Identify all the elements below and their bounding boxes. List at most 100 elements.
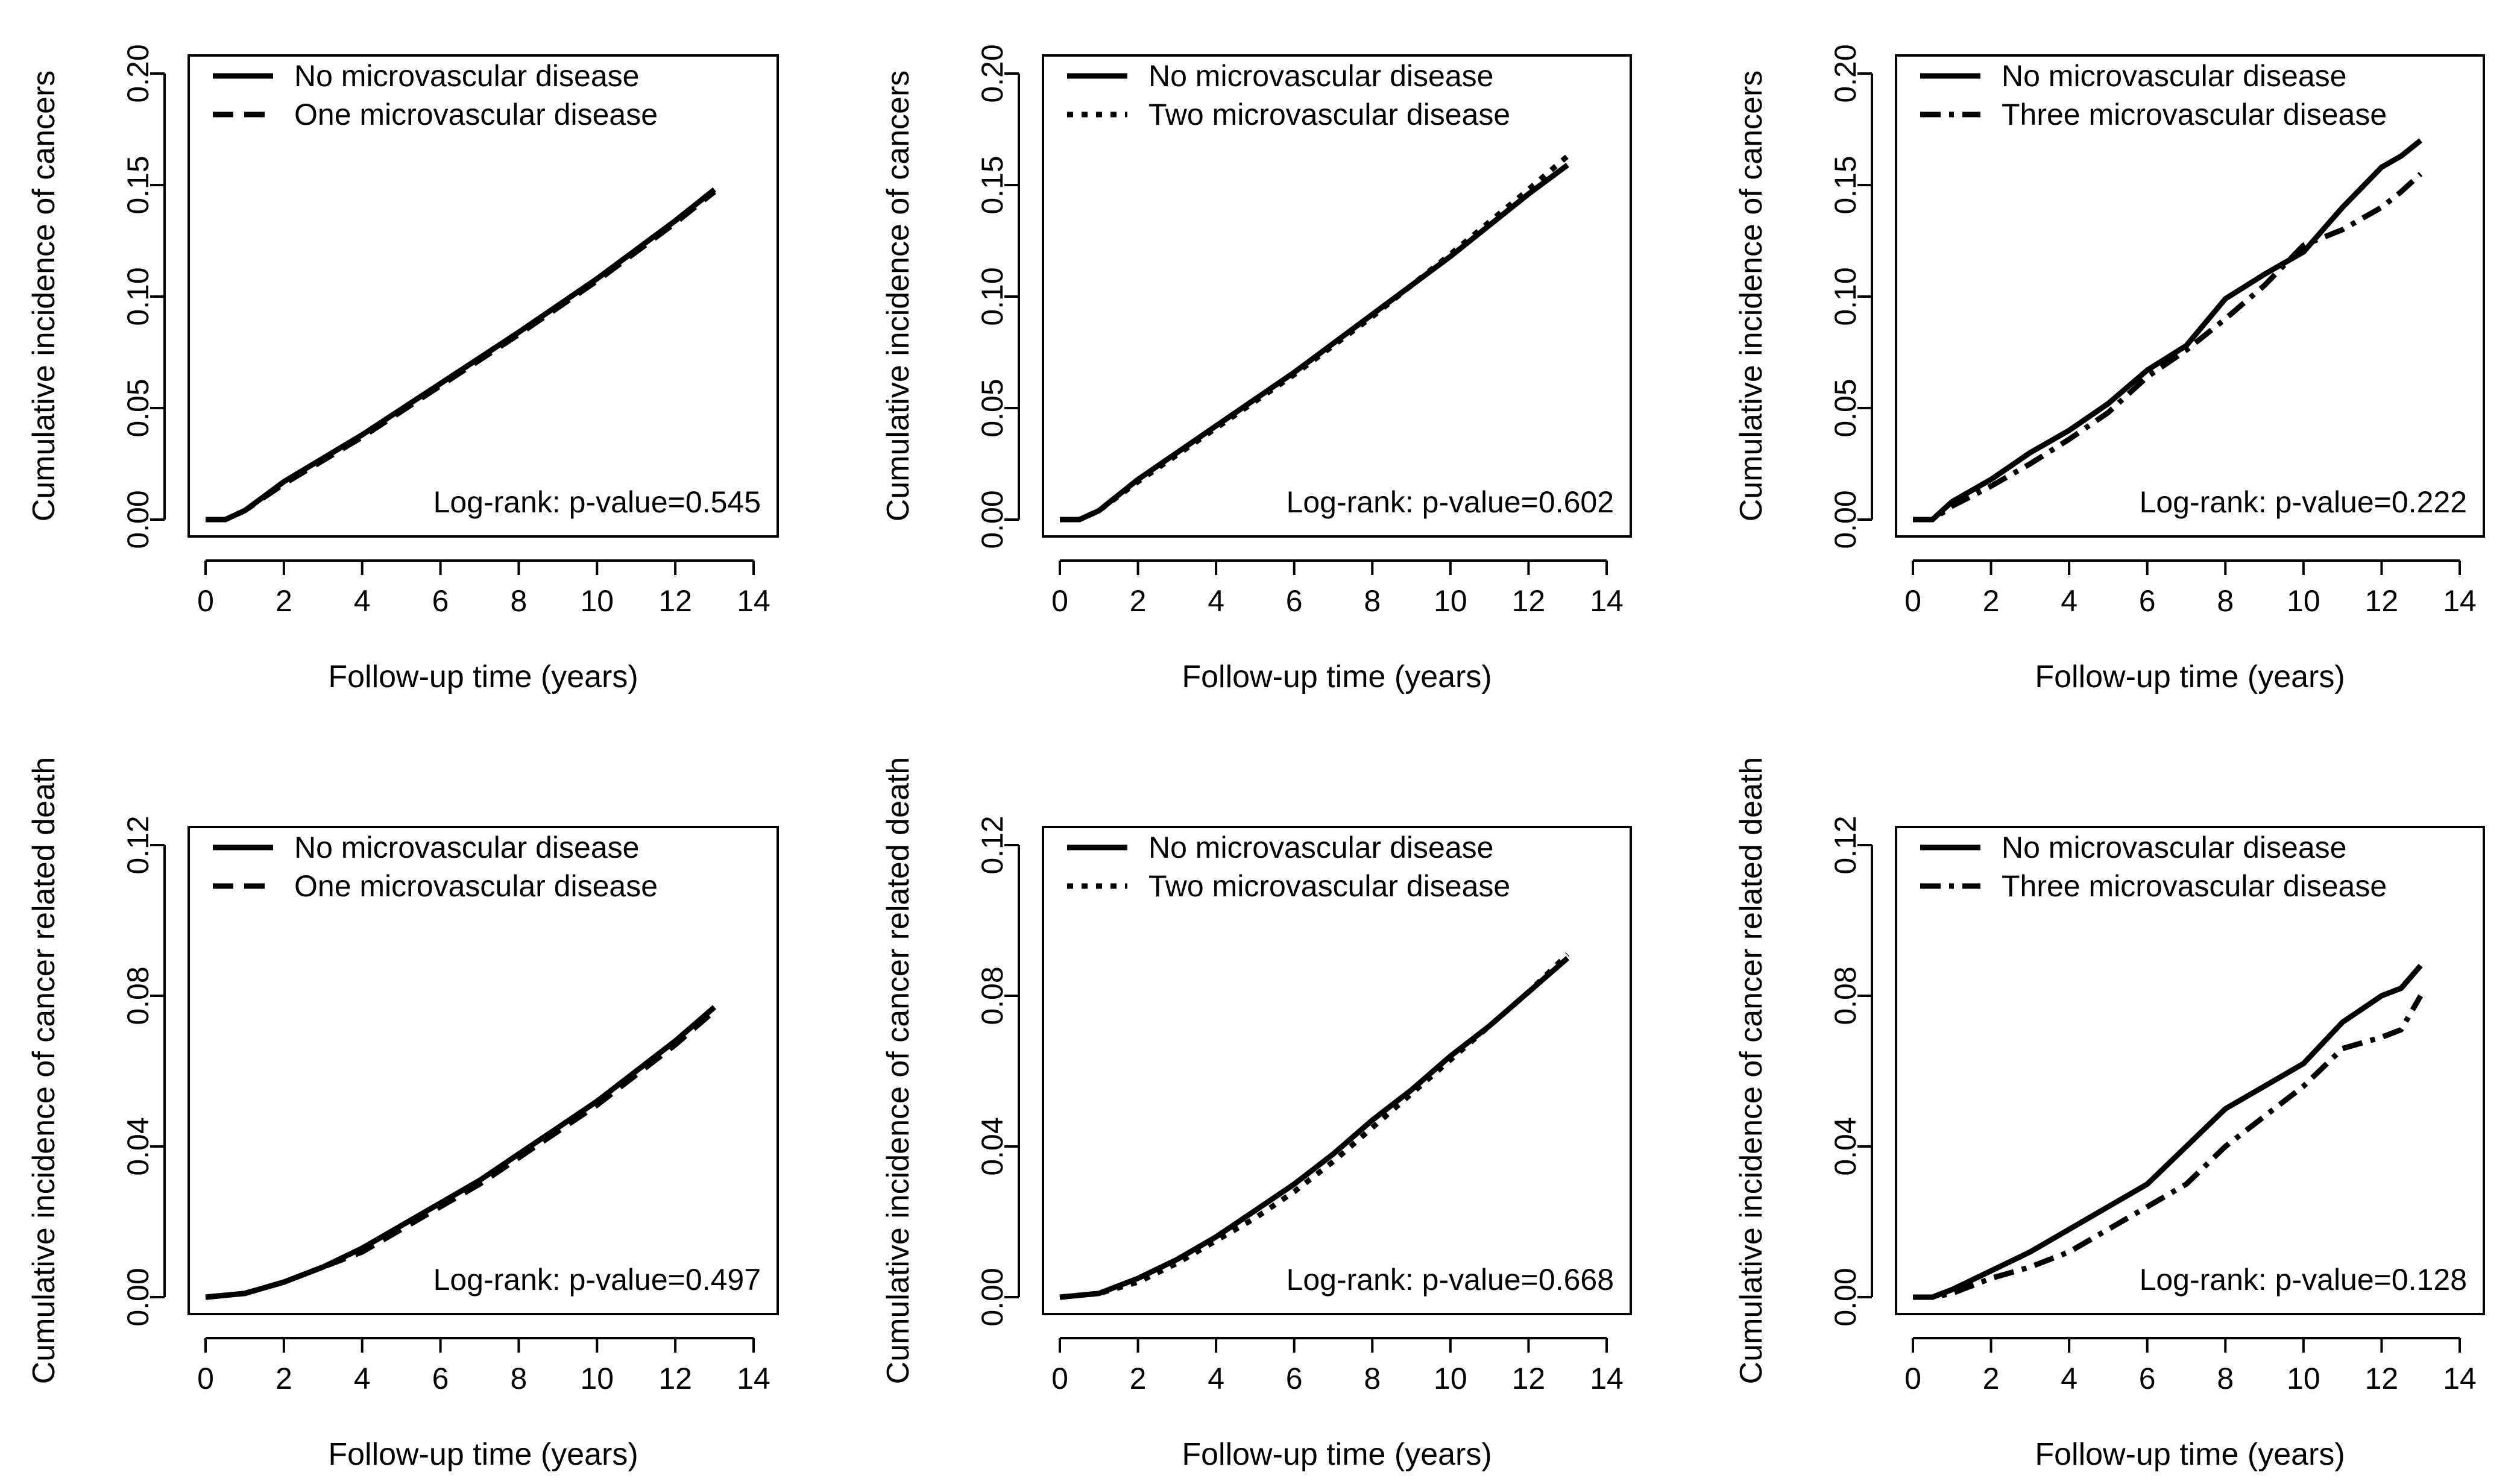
plot-frame — [1895, 54, 2485, 538]
y-tick-label: 0.05 — [121, 379, 155, 437]
x-tick-label: 2 — [276, 584, 292, 618]
y-tick-label: 0.15 — [1829, 156, 1862, 214]
x-axis-title: Follow-up time (years) — [1182, 659, 1492, 694]
y-tick-label: 0.08 — [975, 966, 1009, 1025]
x-tick-label: 4 — [1208, 584, 1224, 618]
y-tick-label: 0.00 — [975, 1268, 1009, 1326]
y-tick-label: 0.04 — [121, 1117, 155, 1175]
x-tick-label: 14 — [1590, 584, 1624, 618]
plot-frame — [187, 826, 779, 1315]
x-axis-title: Follow-up time (years) — [328, 659, 638, 694]
y-axis-title: Cumulative incidence of cancers — [881, 71, 916, 522]
x-tick-label: 6 — [432, 584, 449, 618]
logrank-annotation: Log-rank: p-value=0.128 — [2140, 1263, 2467, 1297]
x-tick-label: 12 — [2365, 1362, 2399, 1395]
series-line-comparison — [1059, 952, 1570, 1300]
x-tick-label: 8 — [2217, 584, 2234, 618]
x-tick-label: 4 — [354, 1362, 371, 1395]
x-tick-label: 14 — [737, 1362, 770, 1395]
legend-label: No microvascular disease — [1148, 59, 1493, 93]
x-tick-label: 4 — [1208, 1362, 1224, 1395]
y-tick-label: 0.04 — [1829, 1117, 1862, 1175]
panel-cancer-death-two: 0 2 4 6 8 10 12 14 Follow-up time (years) 0.00 0.0… — [881, 757, 1632, 1472]
x-axis-title: Follow-up time (years) — [1182, 1437, 1492, 1472]
legend-label: No microvascular disease — [294, 831, 639, 864]
x-tick-label: 6 — [2139, 1362, 2156, 1395]
y-tick-label: 0.00 — [1829, 490, 1862, 549]
x-tick-label: 8 — [511, 1362, 528, 1395]
panel-cancer-death-one: 0 2 4 6 8 10 12 14 Follow-up time (years) 0.00 0.0… — [27, 757, 779, 1472]
panel-cancer-death-three: 0 2 4 6 8 10 12 14 Follow-up time (years) 0.00 0.0… — [1734, 757, 2485, 1472]
series-line-comparison — [1060, 154, 1570, 523]
x-tick-label: 14 — [2443, 1362, 2477, 1395]
x-tick-label: 14 — [1590, 1362, 1624, 1395]
y-tick-label: 0.00 — [121, 490, 155, 549]
logrank-annotation: Log-rank: p-value=0.602 — [1287, 485, 1614, 519]
y-tick-label: 0.05 — [975, 379, 1009, 437]
panel-cancer-incidence-two: 0 2 4 6 8 10 12 14 Follow-up time (years) 0.00 0.0… — [881, 44, 1632, 694]
x-tick-label: 4 — [2061, 584, 2077, 618]
x-tick-label: 2 — [1130, 584, 1147, 618]
y-tick-label: 0.08 — [121, 966, 155, 1025]
x-tick-label: 8 — [2217, 1362, 2234, 1395]
legend-label: No microvascular disease — [294, 59, 639, 93]
x-tick-label: 0 — [1904, 1362, 1921, 1395]
x-tick-label: 6 — [2139, 584, 2156, 618]
y-tick-label: 0.00 — [1829, 1268, 1862, 1326]
y-axis-title: Cumulative incidence of cancers — [27, 71, 61, 522]
x-tick-label: 2 — [276, 1362, 292, 1395]
y-tick-label: 0.12 — [121, 816, 155, 874]
x-tick-label: 14 — [737, 584, 770, 618]
y-tick-label: 0.12 — [975, 816, 1009, 874]
y-tick-label: 0.10 — [975, 267, 1009, 325]
y-axis-title: Cumulative incidence of cancer related d… — [881, 757, 916, 1385]
series-line-reference — [1913, 138, 2423, 523]
y-tick-label: 0.08 — [1829, 966, 1862, 1025]
x-tick-label: 4 — [354, 584, 371, 618]
plot-frame — [187, 54, 779, 538]
y-tick-label: 0.20 — [121, 44, 155, 102]
series-line-reference — [1059, 956, 1570, 1300]
y-tick-label: 0.12 — [1829, 816, 1862, 874]
series-line-comparison — [206, 189, 716, 523]
plot-frame — [1895, 826, 2485, 1315]
y-tick-label: 0.15 — [975, 156, 1009, 214]
y-tick-label: 0.20 — [975, 44, 1009, 102]
y-tick-label: 0.05 — [1829, 379, 1862, 437]
y-tick-label: 0.10 — [1829, 267, 1862, 325]
x-tick-label: 12 — [1512, 1362, 1546, 1395]
x-tick-label: 6 — [1286, 584, 1303, 618]
logrank-annotation: Log-rank: p-value=0.545 — [433, 485, 761, 519]
series-line-reference — [1913, 964, 2423, 1300]
series-line-comparison — [205, 1008, 717, 1300]
y-axis-title: Cumulative incidence of cancer related d… — [1734, 757, 1769, 1385]
y-tick-label: 0.15 — [121, 156, 155, 214]
x-tick-label: 10 — [1434, 584, 1467, 618]
panel-cancer-incidence-three: 0 2 4 6 8 10 12 14 Follow-up time (years) 0.00 0.0… — [1734, 44, 2485, 694]
y-tick-label: 0.20 — [1829, 44, 1862, 102]
x-axis-title: Follow-up time (years) — [328, 1437, 638, 1472]
x-tick-label: 0 — [197, 1362, 214, 1395]
x-tick-label: 12 — [2365, 584, 2399, 618]
x-tick-label: 12 — [658, 584, 692, 618]
x-tick-label: 8 — [1364, 1362, 1381, 1395]
logrank-annotation: Log-rank: p-value=0.222 — [2140, 485, 2467, 519]
x-tick-label: 8 — [511, 584, 528, 618]
legend-label: Three microvascular disease — [2002, 98, 2387, 131]
y-axis-title: Cumulative incidence of cancer related d… — [27, 757, 61, 1385]
legend-label: One microvascular disease — [294, 869, 658, 903]
panel-cancer-incidence-one: 0 2 4 6 8 10 12 14 Follow-up time (years) 0.00 0.0… — [27, 44, 779, 694]
x-tick-label: 4 — [2061, 1362, 2077, 1395]
x-tick-label: 8 — [1364, 584, 1381, 618]
logrank-annotation: Log-rank: p-value=0.497 — [433, 1263, 761, 1297]
x-tick-label: 2 — [1983, 584, 2000, 618]
x-tick-label: 10 — [580, 584, 614, 618]
y-axis-title: Cumulative incidence of cancers — [1734, 71, 1769, 522]
x-axis-title: Follow-up time (years) — [2035, 1437, 2345, 1472]
x-tick-label: 12 — [1512, 584, 1546, 618]
legend-label: No microvascular disease — [1148, 831, 1493, 864]
x-tick-label: 0 — [1904, 584, 1921, 618]
legend-label: No microvascular disease — [2002, 831, 2346, 864]
y-tick-label: 0.10 — [121, 267, 155, 325]
